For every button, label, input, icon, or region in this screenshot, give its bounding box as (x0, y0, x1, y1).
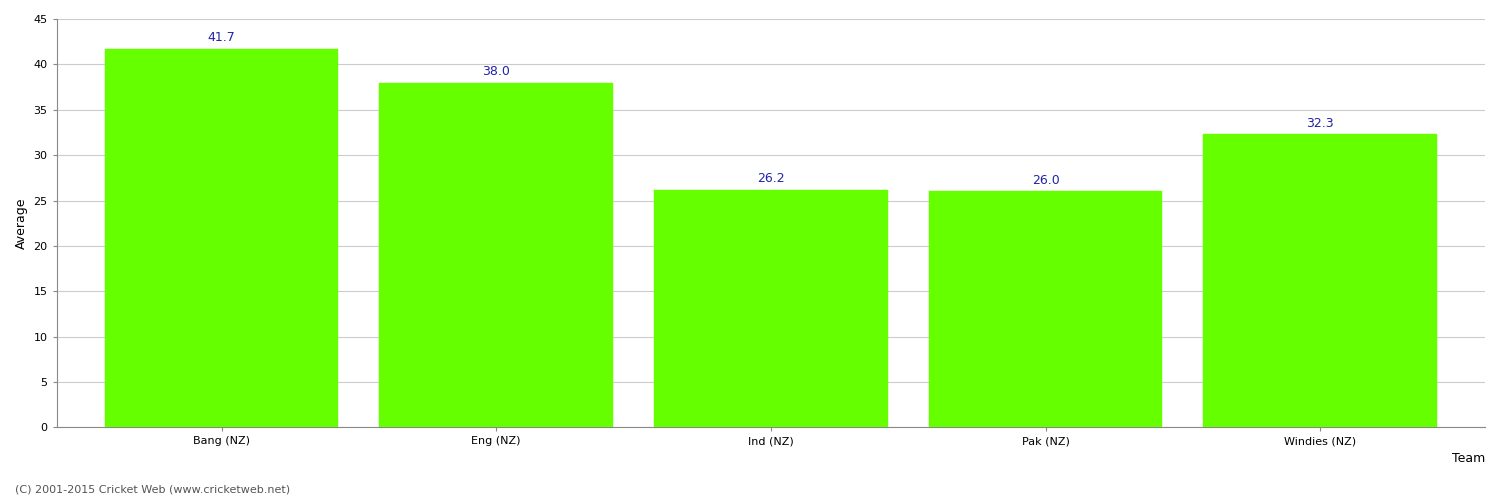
Bar (928, 192, 1162, 428)
Bar (105, 49, 338, 428)
Bar (654, 190, 888, 428)
Text: 41.7: 41.7 (207, 32, 236, 44)
Text: 26.0: 26.0 (1032, 174, 1059, 187)
Y-axis label: Average: Average (15, 198, 28, 249)
Text: 38.0: 38.0 (482, 65, 510, 78)
X-axis label: Team: Team (1452, 452, 1485, 465)
Text: 26.2: 26.2 (758, 172, 784, 185)
Bar (380, 82, 614, 428)
Text: (C) 2001-2015 Cricket Web (www.cricketweb.net): (C) 2001-2015 Cricket Web (www.cricketwe… (15, 485, 290, 495)
Bar (1203, 134, 1437, 428)
Text: 32.3: 32.3 (1306, 116, 1334, 130)
